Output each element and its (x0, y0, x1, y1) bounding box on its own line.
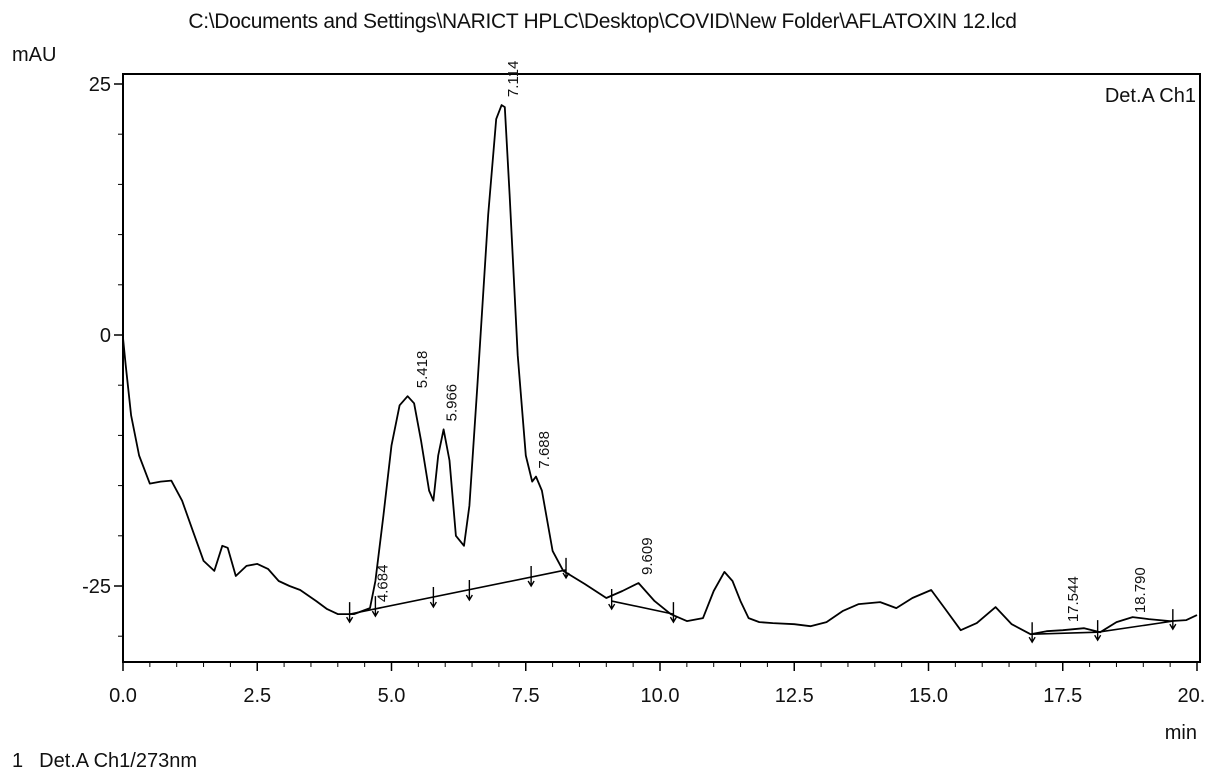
peak-label: 9.609 (639, 537, 656, 575)
x-tick-label: 12.5 (775, 685, 814, 707)
peak-label: 4.684 (375, 565, 392, 603)
integration-marker (527, 565, 535, 588)
y-axis-label: mAU (12, 44, 57, 66)
x-tick-label: 5.0 (378, 685, 406, 707)
x-tick-label: 7.5 (512, 685, 540, 707)
x-tick-label: 15.0 (909, 685, 948, 707)
legend: 1 Det.A Ch1/273nm (12, 750, 197, 773)
peak-label: 7.114 (505, 61, 522, 97)
y-tick-label: 0 (100, 325, 111, 347)
chromatogram-trace (122, 104, 1198, 636)
peak-label: 7.688 (536, 431, 553, 469)
integration-marker (465, 580, 473, 602)
integration-marker (1028, 622, 1036, 644)
plot-frame (122, 73, 1201, 663)
legend-text: Det.A Ch1/273nm (39, 750, 197, 772)
integration-marker (346, 602, 354, 624)
integration-marker (562, 557, 570, 580)
x-tick-label: 10.0 (641, 685, 680, 707)
peak-label: 18.790 (1132, 567, 1149, 613)
peak-label: 17.544 (1065, 576, 1082, 622)
y-tick-label: 25 (89, 74, 111, 96)
x-tick-label: 17.5 (1043, 685, 1082, 707)
integration-marker (669, 602, 678, 624)
peak-label: 5.966 (443, 384, 460, 422)
y-tick-label: -25 (82, 576, 111, 598)
x-tick-label: 20.0 (1178, 685, 1205, 707)
integration-marker (371, 596, 379, 618)
integration-baseline (1032, 631, 1098, 635)
x-tick-label: 2.5 (243, 685, 271, 707)
integration-baseline (349, 569, 567, 615)
integration-marker (1094, 620, 1102, 642)
legend-index: 1 (12, 750, 24, 772)
integration-marker (608, 589, 616, 611)
chart-title: C:\Documents and Settings\NARICT HPLC\De… (188, 10, 1017, 33)
peak-label: 5.418 (414, 351, 431, 389)
x-tick-label: 0.0 (109, 685, 137, 707)
integration-baseline (611, 600, 674, 615)
detector-label: Det.A Ch1 (1105, 85, 1196, 107)
integration-marker (1169, 609, 1177, 631)
integration-baseline (1097, 620, 1173, 633)
x-axis-label: min (1165, 722, 1197, 744)
integration-marker (429, 587, 437, 609)
